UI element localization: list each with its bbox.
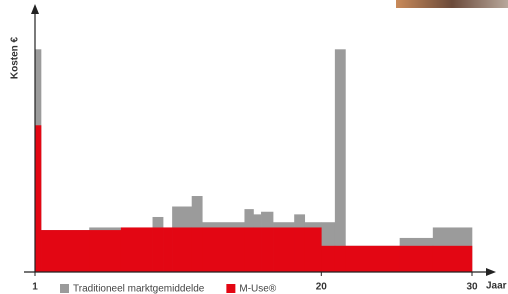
step-bar [192,227,203,272]
step-bar [254,227,262,272]
step-bar [335,49,346,272]
chart: Kosten € Jaar 1 20 30 Traditioneel marktgem… [0,0,508,294]
photo-strip [396,0,508,8]
step-bar [89,230,121,272]
step-bar [153,227,164,272]
x-arrow [486,268,496,276]
step-bar [433,246,472,272]
y-arrow [31,4,39,14]
legend-swatch [60,284,69,293]
step-bar [321,246,335,272]
legend-label: Traditioneel marktgemiddelde [73,284,205,294]
x-tick-label: 1 [32,282,38,293]
x-axis-label: Jaar [486,281,507,292]
x-tick-label: 30 [466,282,478,293]
step-bar [202,227,244,272]
step-bar [294,227,305,272]
step-bar [244,227,253,272]
y-axis-label: Kosten € [10,36,21,79]
step-bar [305,227,322,272]
step-bar [345,246,400,272]
step-bar [273,227,294,272]
step-bar [172,227,192,272]
x-tick-label: 20 [316,282,328,293]
step-bar [35,125,41,272]
step-bar [335,246,346,272]
step-bar [41,230,90,272]
legend-label: M-Use® [239,284,276,294]
step-bar [261,227,273,272]
legend-swatch [226,284,235,293]
step-bar [400,246,433,272]
step-bar [163,227,172,272]
step-bar [121,227,153,272]
